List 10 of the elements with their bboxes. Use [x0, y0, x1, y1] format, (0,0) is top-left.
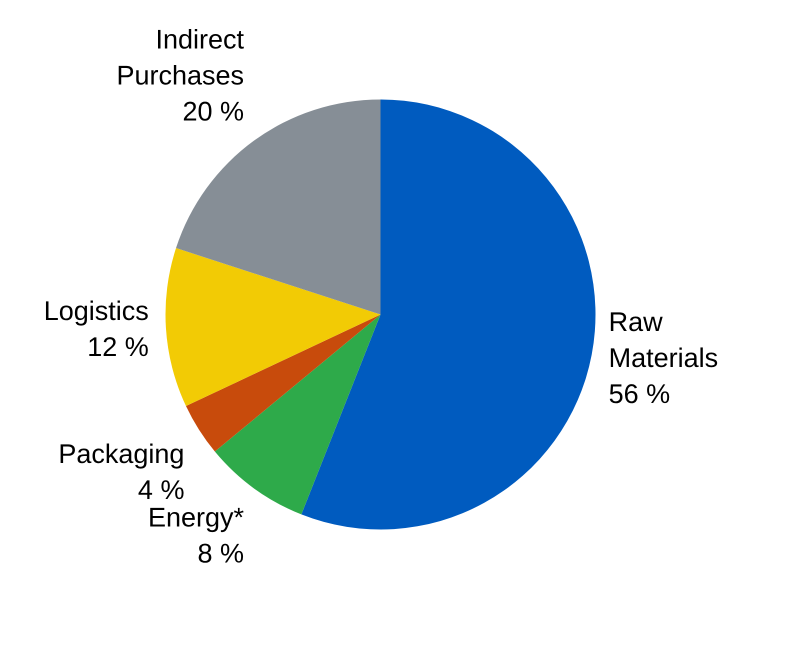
slice-label: Logistics [44, 296, 149, 326]
data-label: 4 % [138, 474, 184, 505]
data-label: 8 % [197, 538, 244, 568]
slice-label: Packaging [58, 438, 184, 469]
slice-label: Energy* [148, 502, 245, 532]
data-label: 12 % [87, 332, 149, 362]
data-label: 56 % [608, 379, 670, 410]
data-label: 20 % [182, 96, 244, 127]
slice-label: Raw Materials [608, 307, 718, 374]
slice-label: Indirect Purchases [116, 24, 245, 91]
